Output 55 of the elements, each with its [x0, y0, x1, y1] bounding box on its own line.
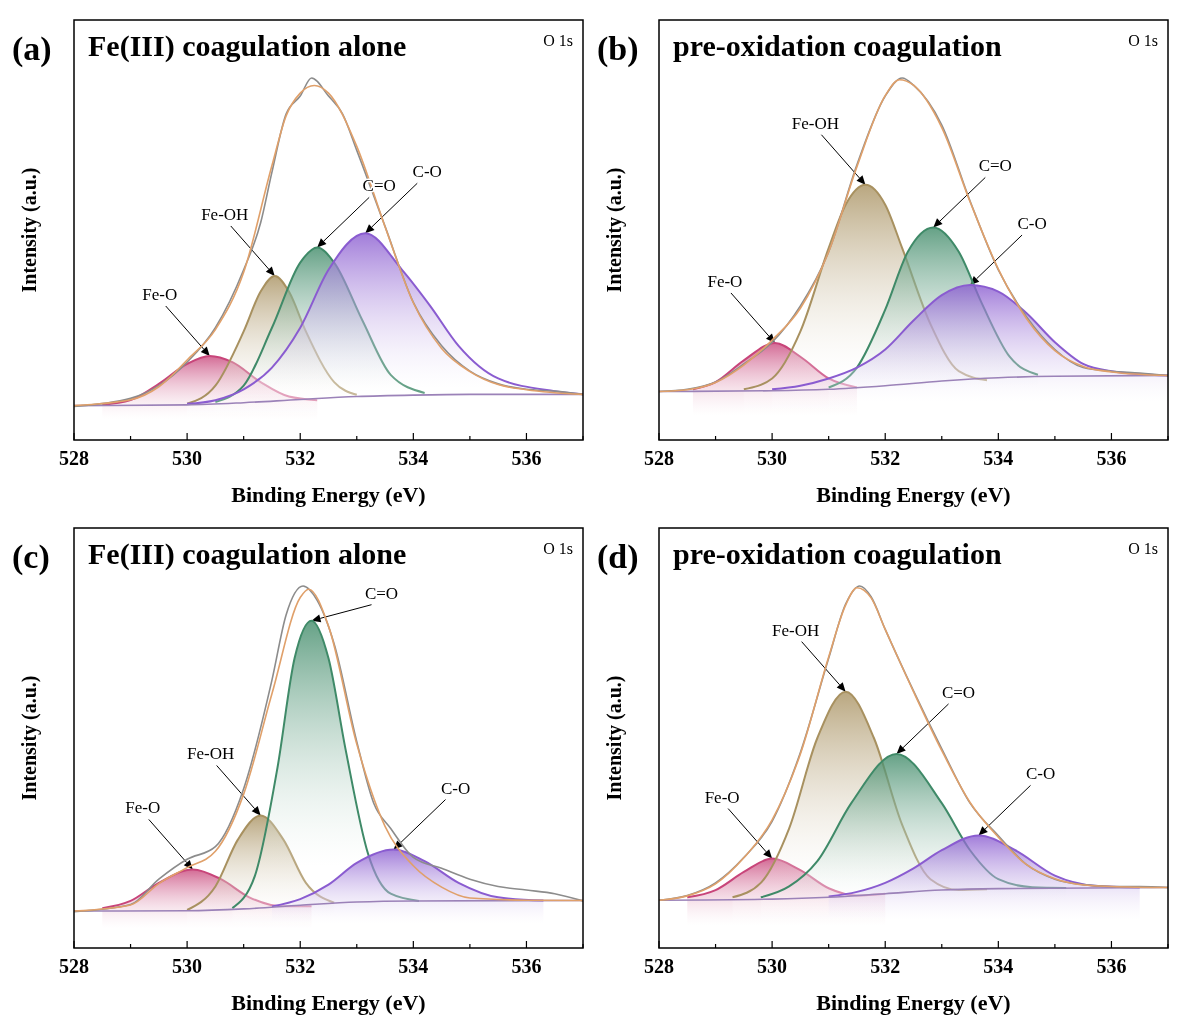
annotation: C=O [364, 583, 399, 603]
x-tick-label: 534 [983, 447, 1014, 469]
text: (d) [597, 538, 639, 576]
annotation: C=O [941, 682, 976, 702]
annotation: C-O [1025, 764, 1056, 784]
x-axis-title: Binding Energy (eV) [816, 482, 1011, 507]
annotation: C-O [412, 162, 442, 182]
annotation: Fe-OH [791, 113, 840, 133]
annotation: Fe-O [707, 271, 743, 291]
annotation: Fe-OH [187, 744, 235, 764]
y-axis-title: Intensity (a.u.) [18, 167, 41, 293]
x-tick-label: 536 [511, 955, 542, 977]
annotation: C-O [440, 778, 471, 798]
annotation: C=O [978, 156, 1012, 176]
x-tick-label: 532 [870, 955, 901, 977]
x-tick-label: 536 [1096, 955, 1127, 977]
text: O 1s [543, 32, 573, 49]
y-axis-title: Intensity (a.u.) [603, 167, 626, 293]
x-tick-label: 530 [172, 955, 203, 977]
text: (b) [597, 30, 639, 68]
text: O 1s [543, 540, 573, 557]
chart-title: Fe(III) coagulation alone [88, 29, 407, 63]
annotation: Fe-OH [201, 204, 249, 224]
x-tick-label: 536 [511, 447, 542, 469]
text: O 1s [1128, 32, 1158, 49]
annotation: Fe-O [704, 787, 740, 807]
x-tick-label: 528 [644, 447, 674, 469]
x-tick-label: 530 [757, 955, 788, 977]
annotation: C-O [1017, 214, 1047, 234]
annotation: Fe-O [125, 798, 161, 818]
x-tick-label: 528 [59, 955, 89, 977]
y-axis-title: Intensity (a.u.) [18, 675, 41, 801]
x-tick-label: 534 [398, 447, 429, 469]
x-tick-label: 530 [757, 447, 788, 469]
chart-title: Fe(III) coagulation alone [88, 537, 407, 571]
x-tick-label: 532 [285, 447, 316, 469]
text: O 1s [1128, 540, 1158, 557]
x-tick-label: 530 [172, 447, 203, 469]
x-axis-title: Binding Energy (eV) [231, 990, 426, 1015]
x-tick-label: 532 [285, 955, 316, 977]
x-tick-label: 534 [398, 955, 429, 977]
x-tick-label: 534 [983, 955, 1014, 977]
x-axis-title: Binding Energy (eV) [816, 990, 1011, 1015]
x-tick-label: 536 [1096, 447, 1127, 469]
x-tick-label: 528 [59, 447, 89, 469]
x-tick-label: 532 [870, 447, 901, 469]
chart-title: pre-oxidation coagulation [673, 29, 1002, 62]
y-axis-title: Intensity (a.u.) [603, 675, 626, 801]
x-tick-label: 528 [644, 955, 674, 977]
chart-title: pre-oxidation coagulation [673, 537, 1002, 570]
annotation: Fe-O [142, 285, 178, 304]
annotation: Fe-OH [772, 620, 820, 640]
x-axis-title: Binding Energy (eV) [231, 482, 426, 507]
text: (a) [12, 30, 52, 68]
text: (c) [12, 538, 50, 576]
